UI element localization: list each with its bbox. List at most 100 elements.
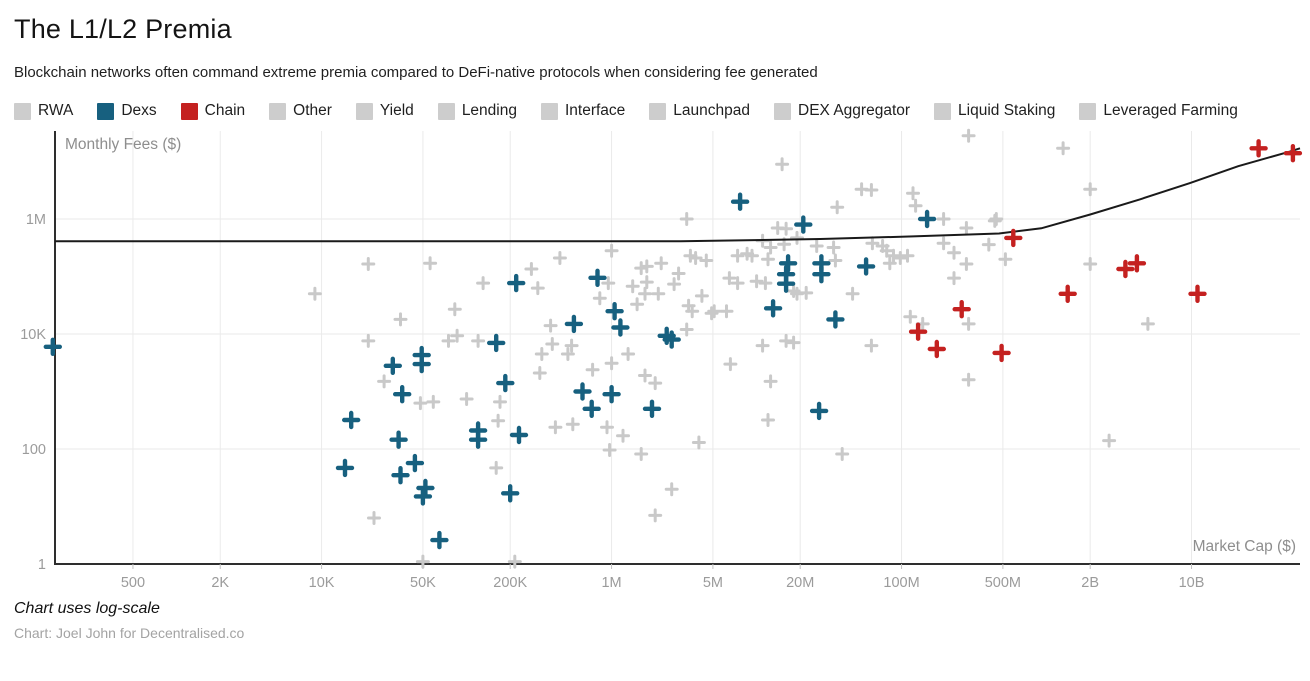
data-point-gray [864,183,879,197]
legend-item-dex-aggregator: DEX Aggregator [774,102,910,120]
series-chain [908,139,1303,363]
x-tick-label: 20M [786,575,814,591]
data-point-gray [543,318,558,333]
data-point-gray [548,420,563,435]
data-point-gray [691,435,706,450]
data-point-gray [361,257,376,271]
data-point-chain [1283,144,1303,163]
data-point-gray [441,333,456,348]
chart-page: The L1/L2 Premia Blockchain networks oft… [14,14,1303,641]
data-point-gray [893,251,908,265]
legend-label: Chain [204,102,246,119]
data-point-gray [722,271,737,286]
data-point-gray [524,262,539,276]
data-point-dexs [588,268,607,287]
data-point-gray [763,374,778,389]
data-point-gray [947,271,961,286]
data-point-gray [532,366,547,380]
data-point-gray [790,286,804,301]
data-point-gray [1083,182,1098,197]
data-point-gray [989,212,1004,226]
data-point-gray [361,333,376,348]
data-point-chain [908,322,928,341]
data-point-chain [1004,228,1023,248]
data-point-gray [377,374,392,389]
data-point-dexs [383,356,402,375]
data-point-chain [1188,284,1207,303]
footnote-log-scale: Chart uses log-scale [14,600,160,617]
data-point-gray [961,372,976,387]
data-point-dexs [342,410,361,430]
data-point-gray [592,291,607,306]
data-point-gray [936,212,951,226]
data-point-gray [749,274,764,289]
data-point-gray [545,337,560,351]
data-point-gray [648,376,663,391]
data-point-gray [423,256,438,271]
x-tick-label: 1M [601,575,621,591]
x-tick-label: 100M [883,575,919,591]
data-point-gray [671,266,686,281]
data-point-dexs [564,314,584,334]
x-tick-label: 200K [493,575,527,591]
data-point-dexs [496,373,515,393]
legend-label: DEX Aggregator [798,102,911,119]
legend-label: Dexs [121,102,157,119]
legend-item-lending: Lending [437,102,517,120]
legend-swatch [355,102,373,120]
data-point-gray [981,237,996,252]
data-point-gray [679,212,694,226]
legend: RWA Dexs Chain Other Yield Lending Interface La… [14,102,1296,120]
data-point-dexs [413,487,433,506]
data-point-dexs [809,401,829,421]
x-tick-label: 500M [985,575,1021,591]
data-point-gray [634,447,649,461]
data-point-gray [1102,433,1117,448]
data-point-gray [667,277,682,292]
data-point-dexs [507,273,526,293]
data-point-gray [393,312,408,327]
data-point-gray [786,335,801,350]
legend-item-dexs: Dexs [97,102,157,120]
data-point-gray [630,297,645,312]
series-gray [307,128,1155,569]
data-point-dexs [501,484,520,503]
legend-swatch [97,102,115,120]
legend-swatch [540,102,558,120]
data-point-gray [959,221,974,235]
data-point-dexs [776,274,796,293]
data-point-chain [1127,254,1147,273]
x-tick-label: 10B [1179,575,1205,591]
legend-item-other: Other [269,102,332,120]
data-point-gray [826,240,841,255]
data-point-gray [730,248,745,263]
data-point-gray [830,200,845,215]
tick-labels: 500 2K 10K 50K 200K 1M 5M 20M 100M 500M 2B 10B 1 100 1… [20,212,1204,591]
data-point-dexs [412,354,431,374]
data-point-gray [616,428,630,443]
data-point-dexs [611,318,630,337]
data-point-dexs [794,215,813,234]
data-point-gray [961,128,976,143]
data-point-gray [447,302,462,317]
legend-swatch [934,102,952,120]
data-point-gray [621,347,636,361]
data-point-dexs [391,466,410,485]
data-point-gray [900,248,915,263]
data-point-gray [459,392,474,406]
data-point-gray [936,236,951,251]
chart-credit: Chart: Joel John for Decentralised.co [14,625,245,641]
data-point-gray [694,288,709,303]
x-axis-title: Market Cap ($) [1193,538,1296,555]
data-point-dexs [405,453,425,473]
data-point-gray [699,253,714,268]
legend-label: Leveraged Farming [1103,102,1238,119]
data-point-dexs [856,257,876,276]
data-point-gray [790,230,804,245]
data-point-gray [1083,257,1098,271]
data-point-gray [654,256,669,271]
data-point-dexs [573,382,592,401]
data-point-gray [639,259,654,274]
x-tick-label: 50K [410,575,436,591]
data-point-gray [864,338,879,353]
